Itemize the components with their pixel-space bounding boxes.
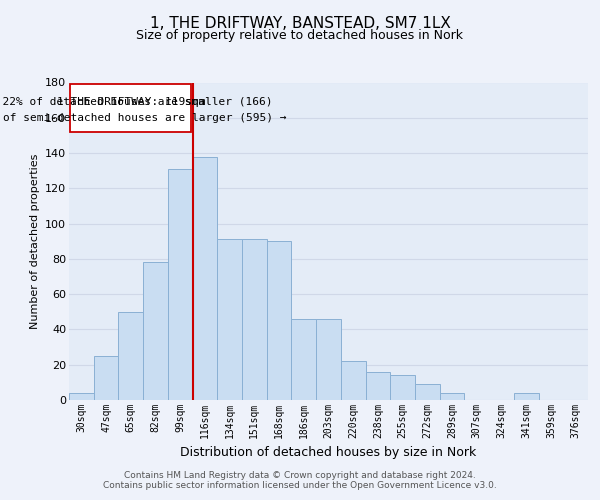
Text: Contains HM Land Registry data © Crown copyright and database right 2024.: Contains HM Land Registry data © Crown c… — [124, 472, 476, 480]
X-axis label: Distribution of detached houses by size in Nork: Distribution of detached houses by size … — [181, 446, 476, 460]
Bar — [390, 376, 415, 400]
Y-axis label: Number of detached properties: Number of detached properties — [29, 154, 40, 329]
Text: 78% of semi-detached houses are larger (595) →: 78% of semi-detached houses are larger (… — [0, 113, 286, 123]
Bar — [341, 361, 365, 400]
Text: 1, THE DRIFTWAY, BANSTEAD, SM7 1LX: 1, THE DRIFTWAY, BANSTEAD, SM7 1LX — [149, 16, 451, 32]
Text: 1 THE DRIFTWAY: 119sqm: 1 THE DRIFTWAY: 119sqm — [56, 96, 205, 106]
FancyBboxPatch shape — [70, 84, 191, 132]
Bar — [292, 319, 316, 400]
Bar — [365, 372, 390, 400]
Text: Size of property relative to detached houses in Nork: Size of property relative to detached ho… — [137, 30, 464, 43]
Bar — [69, 393, 94, 400]
Bar — [94, 356, 118, 400]
Text: ← 22% of detached houses are smaller (166): ← 22% of detached houses are smaller (16… — [0, 97, 272, 107]
Bar — [514, 393, 539, 400]
Bar — [193, 156, 217, 400]
Bar — [143, 262, 168, 400]
Bar — [118, 312, 143, 400]
Bar — [316, 319, 341, 400]
Bar — [217, 240, 242, 400]
Bar — [267, 242, 292, 400]
Text: Contains public sector information licensed under the Open Government Licence v3: Contains public sector information licen… — [103, 482, 497, 490]
Bar — [168, 169, 193, 400]
Bar — [242, 240, 267, 400]
Bar — [440, 393, 464, 400]
Bar — [415, 384, 440, 400]
